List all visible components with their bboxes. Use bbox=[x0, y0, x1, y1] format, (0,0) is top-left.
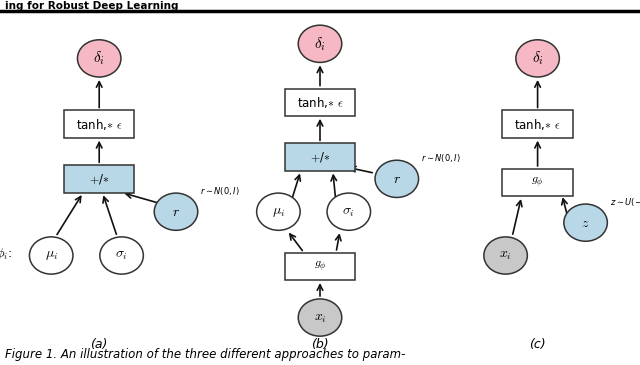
Text: $+$/$*$: $+$/$*$ bbox=[89, 172, 109, 186]
Text: $z{\sim}U(-1,1)$: $z{\sim}U(-1,1)$ bbox=[609, 196, 640, 208]
Ellipse shape bbox=[327, 193, 371, 230]
Text: tanh,$*$ $\epsilon$: tanh,$*$ $\epsilon$ bbox=[297, 95, 343, 110]
Ellipse shape bbox=[298, 25, 342, 62]
Text: $\phi_i$:: $\phi_i$: bbox=[0, 246, 12, 262]
Text: (c): (c) bbox=[529, 338, 546, 351]
Ellipse shape bbox=[564, 204, 607, 241]
FancyBboxPatch shape bbox=[285, 143, 355, 171]
Text: $x_i$: $x_i$ bbox=[499, 249, 512, 262]
FancyBboxPatch shape bbox=[285, 89, 355, 116]
Ellipse shape bbox=[29, 237, 73, 274]
FancyBboxPatch shape bbox=[502, 169, 573, 196]
Text: $\delta_i$: $\delta_i$ bbox=[93, 50, 105, 67]
Text: $\sigma_i$: $\sigma_i$ bbox=[115, 249, 128, 262]
Ellipse shape bbox=[257, 193, 300, 230]
Text: $r$: $r$ bbox=[393, 172, 401, 186]
Text: $+$/$*$: $+$/$*$ bbox=[310, 150, 330, 164]
FancyBboxPatch shape bbox=[64, 165, 134, 193]
FancyBboxPatch shape bbox=[285, 253, 355, 280]
Text: tanh,$*$ $\epsilon$: tanh,$*$ $\epsilon$ bbox=[515, 116, 561, 132]
Text: $g_\phi$: $g_\phi$ bbox=[531, 176, 544, 189]
Text: $\mu_i$: $\mu_i$ bbox=[45, 249, 58, 262]
Ellipse shape bbox=[77, 40, 121, 77]
Text: $\delta_i$: $\delta_i$ bbox=[314, 35, 326, 53]
Ellipse shape bbox=[298, 299, 342, 336]
Text: (a): (a) bbox=[90, 338, 108, 351]
Text: tanh,$*$ $\epsilon$: tanh,$*$ $\epsilon$ bbox=[76, 116, 122, 132]
Text: Figure 1. An illustration of the three different approaches to param-: Figure 1. An illustration of the three d… bbox=[5, 348, 406, 361]
Text: ing for Robust Deep Learning: ing for Robust Deep Learning bbox=[5, 1, 179, 11]
Ellipse shape bbox=[375, 160, 419, 197]
Text: $r{\sim}N(0,I)$: $r{\sim}N(0,I)$ bbox=[420, 152, 461, 164]
Text: (b): (b) bbox=[311, 338, 329, 351]
Text: $x_i$: $x_i$ bbox=[314, 311, 326, 324]
Ellipse shape bbox=[484, 237, 527, 274]
FancyBboxPatch shape bbox=[502, 110, 573, 138]
Text: $r{\sim}N(0,I)$: $r{\sim}N(0,I)$ bbox=[200, 185, 240, 197]
Text: $r$: $r$ bbox=[172, 205, 180, 219]
Ellipse shape bbox=[100, 237, 143, 274]
Text: $g_\phi$: $g_\phi$ bbox=[314, 260, 326, 273]
Ellipse shape bbox=[516, 40, 559, 77]
Text: $\mu_i$: $\mu_i$ bbox=[272, 205, 285, 219]
Text: $z$: $z$ bbox=[581, 216, 590, 230]
FancyBboxPatch shape bbox=[64, 110, 134, 138]
Text: $\delta_i$: $\delta_i$ bbox=[532, 50, 543, 67]
Text: $\sigma_i$: $\sigma_i$ bbox=[342, 205, 355, 219]
Ellipse shape bbox=[154, 193, 198, 230]
